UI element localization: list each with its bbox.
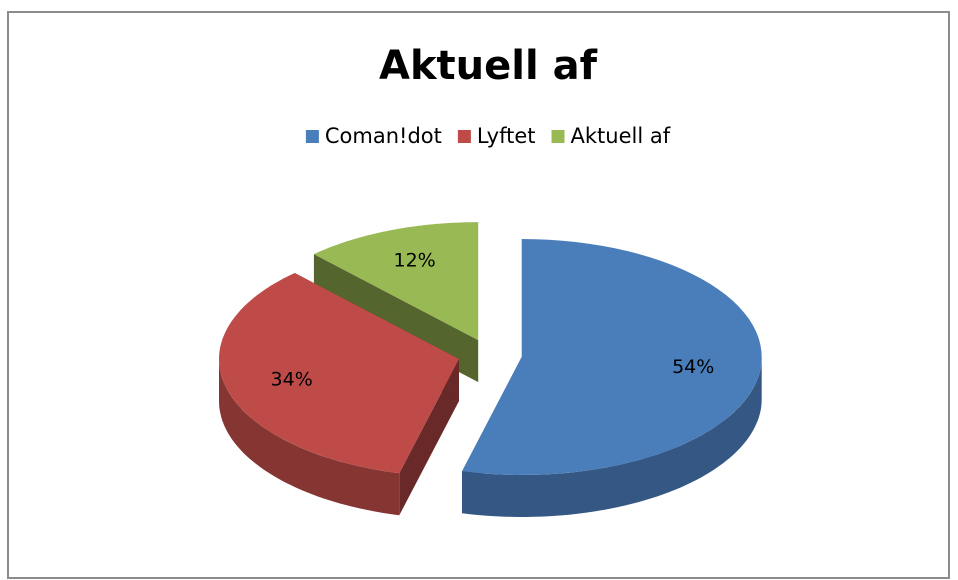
data-label: 12% [393,250,435,272]
slice [219,273,459,474]
legend-label: Coman!dot [325,124,442,148]
slice: 54% [462,239,762,517]
slice-side [462,357,762,517]
legend-swatch [457,130,471,143]
data-label: 34% [271,369,313,391]
slice-side [399,359,459,516]
slice [313,222,479,341]
legend: Coman!dot Lyftet Aktuell af [305,124,671,148]
legend-swatch [305,130,319,143]
slice [462,239,762,475]
chart-title: Aktuell af [379,43,598,89]
legend-label: Aktuell af [571,124,671,148]
legend-label: Lyftet [477,124,536,148]
data-label: 54% [672,356,714,378]
slice: 34% [219,273,459,516]
legend-swatch [551,130,565,143]
slice-side [219,359,400,516]
